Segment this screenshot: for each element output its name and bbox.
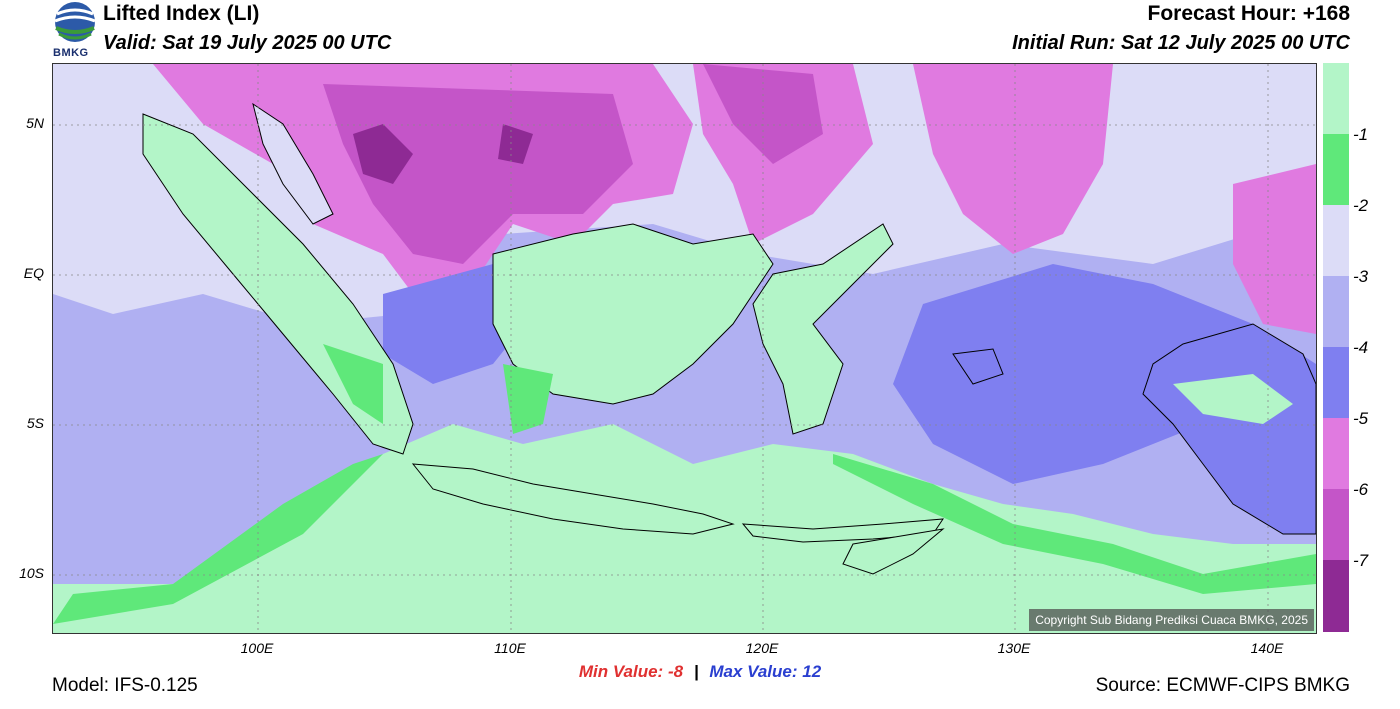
chart-title: Lifted Index (LI) xyxy=(103,2,260,25)
forecast-hour: Forecast Hour: +168 xyxy=(1147,2,1351,25)
papua-green-patch xyxy=(1173,374,1293,424)
colorbar-segment-6 xyxy=(1323,418,1349,489)
colorbar-segment-4 xyxy=(1323,276,1349,347)
valid-time: Valid: Sat 19 July 2025 00 UTC xyxy=(103,32,392,54)
model-label: Model: IFS-0.125 xyxy=(52,675,198,696)
island-seram xyxy=(952,348,1004,385)
colorbar-segment-1 xyxy=(1323,63,1349,134)
malay-peninsula xyxy=(252,102,334,225)
bmkg-logo xyxy=(50,0,100,60)
colorbar-label-6: -6 xyxy=(1353,480,1369,499)
min-value-label: Min Value: xyxy=(578,662,664,681)
sumatra-green-patch xyxy=(323,344,383,424)
island-java xyxy=(411,463,735,535)
field-zone-deep-1 xyxy=(353,124,413,184)
colorbar-segment-5 xyxy=(1323,347,1349,418)
field-zone-magenta-3 xyxy=(913,64,1113,254)
lat-label-5n: 5N xyxy=(26,115,44,131)
colorbar-segment-3 xyxy=(1323,205,1349,276)
colorbar-label-1: -1 xyxy=(1353,125,1369,144)
colorbar-segment-2 xyxy=(1323,134,1349,205)
colorbar-label-5: -5 xyxy=(1353,409,1369,428)
field-zone-green-band-1 xyxy=(53,454,383,624)
lon-label-110e: 110E xyxy=(494,640,526,656)
colorbar-label-3: -3 xyxy=(1353,267,1369,286)
lifted-index-map xyxy=(52,63,1317,634)
borneo-green-patch xyxy=(503,364,553,434)
stats-separator: | xyxy=(693,662,699,681)
field-zone-deep-2 xyxy=(498,124,533,164)
logo-label: BMKG xyxy=(53,47,89,59)
field-zone-magenta-4 xyxy=(1233,164,1316,334)
island-papua xyxy=(1142,323,1316,535)
field-zone-purple-1 xyxy=(323,84,633,264)
colorbar-label-4: -4 xyxy=(1353,338,1369,357)
copyright-notice: Copyright Sub Bidang Prediksi Cuaca BMKG… xyxy=(1029,609,1314,631)
colorbar-segment-8 xyxy=(1323,560,1349,632)
map-gridlines xyxy=(53,64,1316,633)
source-label: Source: ECMWF-CIPS BMKG xyxy=(1095,675,1350,696)
max-value: 12 xyxy=(802,662,822,681)
lat-label-5s: 5S xyxy=(26,415,44,431)
lon-label-120e: 120E xyxy=(745,640,779,656)
island-timor xyxy=(842,528,945,575)
max-value-label: Max Value: xyxy=(709,662,798,681)
lon-label-140e: 140E xyxy=(1250,640,1284,656)
lat-label-10s: 10S xyxy=(19,565,44,581)
lon-label-100e: 100E xyxy=(240,640,274,656)
island-sulawesi xyxy=(752,223,894,435)
initial-run: Initial Run: Sat 12 July 2025 00 UTC xyxy=(1012,32,1350,54)
min-value: -8 xyxy=(667,662,684,681)
colorbar-segment-7 xyxy=(1323,489,1349,560)
colorbar xyxy=(1323,63,1349,632)
lat-label-eq: EQ xyxy=(23,265,44,281)
colorbar-label-7: -7 xyxy=(1353,551,1369,570)
field-zone-blue-1 xyxy=(893,264,1316,484)
min-max-values: Min Value: -8 | Max Value: 12 xyxy=(0,662,1400,682)
colorbar-label-2: -2 xyxy=(1353,196,1369,215)
lon-label-130e: 130E xyxy=(997,640,1031,656)
